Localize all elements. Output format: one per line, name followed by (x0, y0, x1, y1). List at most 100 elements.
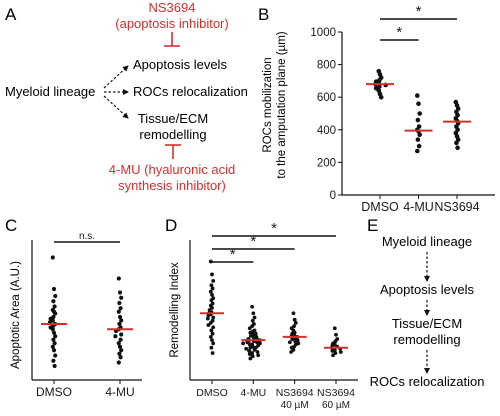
data-point (52, 304, 57, 309)
data-point (52, 363, 57, 369)
data-point (50, 255, 55, 260)
panel-c-letter: C (5, 216, 17, 235)
data-point (417, 111, 423, 116)
data-point (248, 345, 253, 350)
data-point (53, 334, 58, 339)
significance-label: n.s. (79, 231, 95, 242)
data-point (291, 311, 296, 316)
data-point (252, 347, 257, 352)
data-point (416, 101, 421, 107)
remodelling-label: remodelling (139, 127, 206, 142)
data-point (51, 358, 56, 363)
ns3694-inhibition-bar (164, 32, 180, 47)
data-point (209, 283, 214, 288)
y-tick-label: 0 (330, 190, 336, 202)
data-point (210, 293, 214, 297)
data-point (415, 148, 420, 154)
data-point (211, 341, 216, 346)
data-point (415, 93, 420, 98)
x-tick-label: NS3694 (434, 200, 479, 214)
y-tick-label: 200 (317, 157, 336, 169)
tissue-ecm-label: Tissue/ECM (138, 111, 208, 126)
data-point (378, 94, 384, 100)
data-point (211, 315, 216, 320)
panel-a: A NS3694 (apoptosis inhibitor) Myeloid l… (5, 0, 248, 193)
data-point (334, 332, 338, 337)
data-point (209, 298, 214, 303)
data-point (210, 272, 214, 277)
panel-b-ylabel-line1: ROCs mobilization (262, 57, 274, 152)
data-point (51, 330, 57, 335)
x-tick-label: 4-MU (105, 385, 134, 399)
data-point (247, 349, 252, 353)
4mu-description: synthesis inhibitor) (118, 178, 226, 193)
data-point (248, 330, 253, 335)
panel-d-ylabel: Remodelling Index (169, 262, 181, 358)
ns3694-label: NS3694 (149, 0, 196, 15)
e-step-myeloid-lineage: Myeloid lineage (382, 234, 472, 249)
data-point (53, 353, 58, 358)
e-step-rocs-relocalization: ROCs relocalization (370, 374, 485, 389)
data-point (210, 351, 215, 355)
data-point (255, 350, 260, 354)
data-point (250, 318, 255, 323)
data-point (290, 337, 295, 341)
data-point (454, 140, 459, 146)
significance-label: * (230, 246, 236, 263)
ns3694-description: (apoptosis inhibitor) (115, 16, 228, 31)
y-tick-label: 800 (317, 60, 336, 72)
rocs-relocalization-label: ROCs relocalization (133, 84, 248, 99)
data-point (330, 349, 335, 353)
data-point (293, 339, 298, 344)
x-tick-label: NS3694 (317, 387, 355, 399)
data-point (206, 323, 211, 327)
panel-b: B ROCs mobilization to the amputation pl… (258, 3, 495, 214)
data-point (209, 328, 214, 333)
data-point (209, 345, 214, 350)
data-point (53, 293, 58, 299)
panel-b-ylabel-line2: to the amputation plane (µm) (276, 31, 288, 178)
data-point (211, 279, 216, 283)
significance-label: * (250, 233, 256, 250)
data-point (292, 317, 297, 322)
panel-b-plot: 0 200 400 600 800 1000 DMSO 4-MU NS3694 * * (310, 3, 495, 214)
data-point (119, 295, 124, 300)
x-tick-sublabel: 60 µM (322, 400, 350, 411)
data-point (119, 318, 124, 323)
x-tick-label: DMSO (196, 387, 228, 399)
data-point (208, 259, 213, 264)
data-point (51, 286, 57, 292)
panel-c-plot: DMSO 4-MU n.s. (31, 231, 142, 399)
data-point (116, 276, 121, 281)
data-point (287, 340, 292, 345)
data-point (252, 336, 256, 340)
significance-label: * (396, 24, 402, 41)
data-point (119, 332, 124, 337)
data-point (248, 356, 253, 361)
data-point (117, 290, 123, 295)
data-point (338, 350, 343, 354)
data-point (251, 311, 256, 316)
data-point (117, 344, 123, 349)
data-point (249, 333, 253, 338)
data-point (247, 352, 252, 357)
data-point (210, 286, 215, 291)
data-point (211, 325, 216, 330)
data-point (293, 321, 298, 325)
data-point (289, 350, 293, 354)
data-point (51, 299, 56, 304)
data-point (416, 143, 422, 149)
x-tick-label: 4-MU (240, 387, 266, 399)
data-point (117, 321, 122, 327)
e-step-remodelling: remodelling (393, 332, 460, 347)
data-point (252, 315, 257, 320)
panel-c: C Apoptotic Area (A.U.) DMSO 4-MU n.s. (5, 216, 142, 399)
data-point (52, 341, 57, 346)
data-point (50, 344, 55, 349)
data-point (208, 289, 213, 294)
x-tick-label: 4-MU (403, 200, 434, 214)
data-point (331, 353, 335, 358)
e-step-apoptosis-levels: Apoptosis levels (380, 282, 474, 297)
significance-label: * (416, 3, 422, 20)
